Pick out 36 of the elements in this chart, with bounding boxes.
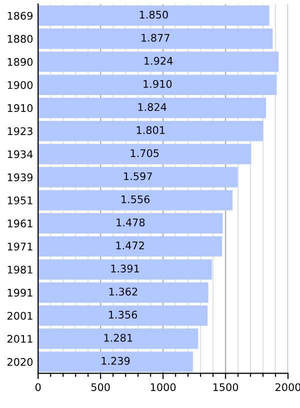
y-tick-label: 2011 [7, 334, 32, 343]
y-tick-label: 1923 [8, 127, 32, 136]
x-tick-label: 500 [91, 383, 110, 392]
data-label: 1.597 [124, 172, 152, 180]
y-tick-label: 1981 [8, 266, 32, 274]
y-tick-label: 2020 [7, 358, 33, 366]
y-tick-label: 2001 [7, 312, 32, 320]
y-tick-label: 1910 [8, 104, 33, 112]
data-label: 1.705 [130, 149, 159, 158]
data-label: 1.239 [102, 356, 130, 365]
y-tick-label: 1991 [8, 288, 32, 297]
data-label: 1.356 [109, 310, 138, 319]
x-tick-label: 0 [35, 383, 41, 392]
data-label: 1.924 [144, 56, 173, 65]
y-tick-label: 1890 [8, 58, 33, 66]
data-label: 1.472 [116, 242, 144, 250]
y-tick-label: 1869 [8, 12, 33, 20]
data-label: 1.281 [104, 334, 132, 342]
data-label: 1.910 [144, 80, 172, 88]
data-label: 1.824 [138, 103, 166, 111]
data-label: 1.391 [111, 264, 139, 272]
y-tick-label: 1934 [8, 150, 33, 158]
data-label: 1.877 [142, 34, 170, 42]
y-tick-label: 1971 [8, 242, 32, 250]
data-label: 1.801 [136, 126, 165, 134]
y-tick-label: 1939 [8, 173, 33, 182]
x-tick-label: 1000 [150, 383, 176, 392]
y-tick-label: 1951 [8, 196, 32, 204]
data-label: 1.850 [140, 10, 168, 19]
data-label: 1.556 [122, 195, 150, 204]
data-label: 1.362 [109, 288, 138, 296]
y-tick-label: 1880 [8, 34, 33, 43]
y-tick-label: 1961 [8, 220, 32, 228]
data-label: 1.478 [116, 218, 145, 226]
y-tick-label: 1900 [8, 81, 33, 89]
x-tick-label: 1500 [213, 383, 238, 392]
